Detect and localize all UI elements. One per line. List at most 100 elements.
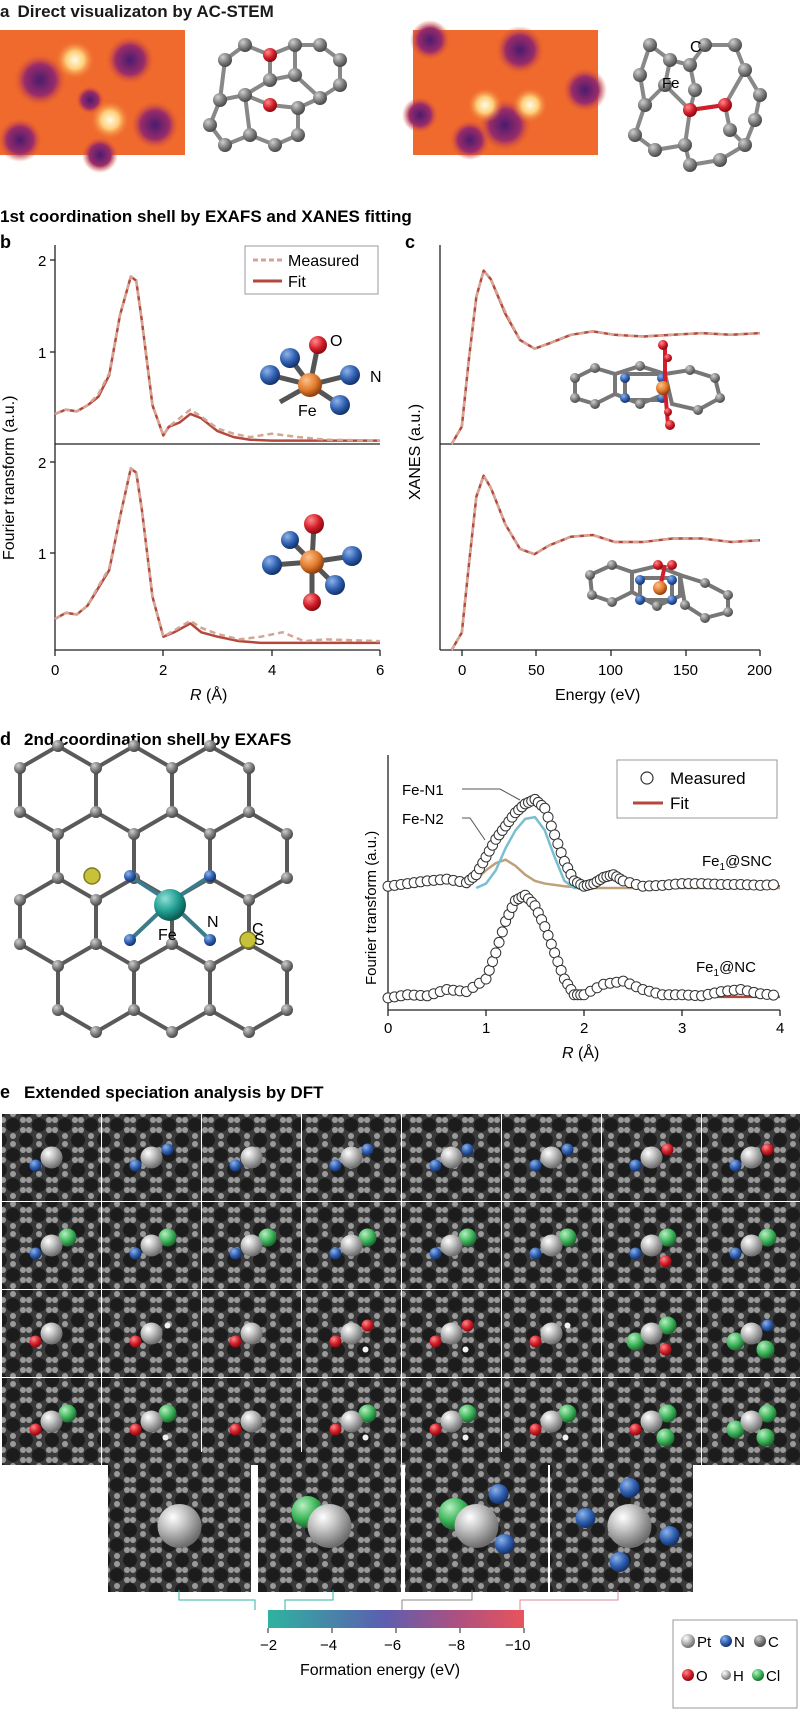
dft-tile bbox=[302, 1114, 401, 1201]
d-xlabel-sym: R bbox=[562, 1045, 574, 1062]
colorbar bbox=[179, 1590, 618, 1633]
adsorbate-atom bbox=[362, 1320, 374, 1332]
lattice-bond bbox=[20, 812, 58, 834]
lattice-atom bbox=[52, 1004, 64, 1016]
series-line-measured bbox=[55, 276, 380, 440]
dft-tile bbox=[402, 1290, 501, 1377]
dft-tile bbox=[502, 1378, 601, 1465]
lattice-atom bbox=[128, 828, 140, 840]
pt-atom bbox=[441, 1323, 463, 1345]
adsorbate-atom bbox=[530, 1336, 542, 1348]
d-legend-measured-swatch bbox=[641, 772, 653, 784]
lattice-atom bbox=[204, 740, 216, 752]
adsorbate-atom bbox=[330, 1336, 342, 1348]
dft-tile bbox=[302, 1202, 401, 1289]
lattice-atom bbox=[14, 762, 26, 774]
series-line-fit bbox=[55, 276, 380, 440]
adsorbate-atom bbox=[163, 1435, 169, 1441]
adsorbate-atom bbox=[130, 1424, 142, 1436]
adsorbate-atom bbox=[165, 1323, 171, 1329]
lattice-bond bbox=[210, 1010, 249, 1032]
zoom-tile bbox=[258, 1452, 401, 1592]
plot-c-bottom bbox=[452, 476, 760, 650]
pt-atom bbox=[41, 1323, 63, 1345]
stem-image-1 bbox=[0, 30, 185, 173]
adsorbate-atom bbox=[130, 1336, 142, 1348]
adsorbate-atom bbox=[762, 1144, 774, 1156]
pt-atom bbox=[641, 1411, 663, 1433]
adsorbate-atom bbox=[662, 1144, 674, 1156]
dft-tile bbox=[502, 1114, 601, 1201]
lattice-bond bbox=[20, 878, 58, 900]
adsorbate-atom bbox=[630, 1248, 642, 1260]
zoom-tile bbox=[550, 1452, 693, 1592]
adsorbate-atom bbox=[430, 1424, 442, 1436]
d-xtick-0: 0 bbox=[384, 1020, 392, 1037]
stem-image-2 bbox=[402, 20, 607, 160]
b-xlabel: R (Å) bbox=[190, 685, 227, 704]
lattice-atom bbox=[166, 762, 178, 774]
pt-atom bbox=[141, 1147, 163, 1169]
lattice-atom bbox=[204, 828, 216, 840]
lattice-atom bbox=[243, 1026, 255, 1038]
pt-atom bbox=[641, 1235, 663, 1257]
dft-tile bbox=[402, 1114, 501, 1201]
legend-o-swatch bbox=[682, 1669, 694, 1681]
adsorbate-atom bbox=[430, 1160, 442, 1172]
lattice-bond bbox=[58, 944, 96, 966]
lattice-atom bbox=[281, 960, 293, 972]
lattice-bond bbox=[172, 1010, 210, 1032]
lattice-atom bbox=[166, 806, 178, 818]
dft-tile bbox=[102, 1378, 201, 1465]
lattice-bond bbox=[210, 944, 249, 966]
c-xtick-100: 100 bbox=[598, 662, 623, 679]
adsorbate-atom bbox=[30, 1248, 42, 1260]
dft-tile bbox=[2, 1202, 101, 1289]
adsorbate-atom bbox=[530, 1248, 542, 1260]
adsorbate-atom bbox=[463, 1435, 469, 1441]
pt-atom bbox=[541, 1147, 563, 1169]
lattice-bond bbox=[134, 944, 172, 966]
legend-pt: Pt bbox=[697, 1634, 712, 1651]
lattice-bond bbox=[58, 1010, 96, 1032]
lattice-atom bbox=[281, 1004, 293, 1016]
adsorbate-atom bbox=[489, 1484, 509, 1504]
legend-n: N bbox=[734, 1634, 745, 1651]
lattice-atom bbox=[204, 960, 216, 972]
cbar-tick-8: −8 bbox=[448, 1637, 465, 1654]
lattice-bond bbox=[249, 1010, 287, 1032]
pt-atom bbox=[241, 1411, 263, 1433]
pt-atom bbox=[741, 1323, 763, 1345]
lattice-bond bbox=[249, 878, 287, 900]
b-bottom-ytick-2: 2 bbox=[38, 455, 46, 472]
lattice-atom bbox=[90, 1026, 102, 1038]
adsorbate-atom bbox=[630, 1424, 642, 1436]
b-xlabel-unit: (Å) bbox=[202, 685, 228, 704]
pt-atom bbox=[741, 1411, 763, 1433]
cbar-tick-4: −4 bbox=[320, 1637, 337, 1654]
adsorbate-atom bbox=[610, 1552, 630, 1572]
adsorbate-atom bbox=[330, 1248, 342, 1260]
dft-zoom-row bbox=[108, 1452, 693, 1592]
adsorbate-atom bbox=[230, 1248, 242, 1260]
c-molecule-top-atoms bbox=[570, 340, 725, 430]
b-xlabel-sym: R bbox=[190, 687, 202, 704]
panel-b-axes bbox=[50, 245, 380, 656]
pt-atom bbox=[541, 1235, 563, 1257]
zoom-tile bbox=[108, 1452, 251, 1592]
dft-tile bbox=[502, 1202, 601, 1289]
lattice-atom bbox=[128, 960, 140, 972]
c-molecule-bottom-atoms bbox=[585, 560, 733, 623]
series-line-measured bbox=[452, 476, 760, 650]
lattice-bond bbox=[172, 812, 210, 834]
legend-o: O bbox=[696, 1668, 708, 1685]
dft-tile bbox=[202, 1290, 301, 1377]
lattice-bond bbox=[134, 812, 172, 834]
pt-atom bbox=[241, 1323, 263, 1345]
d-ylabel: Fourier transform (a.u.) bbox=[363, 831, 380, 985]
d-sample-top-fe: Fe bbox=[702, 853, 720, 870]
lattice-bond bbox=[20, 746, 58, 768]
d-sample-bottom: Fe1@NC bbox=[696, 959, 756, 979]
lattice-atom bbox=[52, 960, 64, 972]
lattice-atom bbox=[128, 740, 140, 752]
